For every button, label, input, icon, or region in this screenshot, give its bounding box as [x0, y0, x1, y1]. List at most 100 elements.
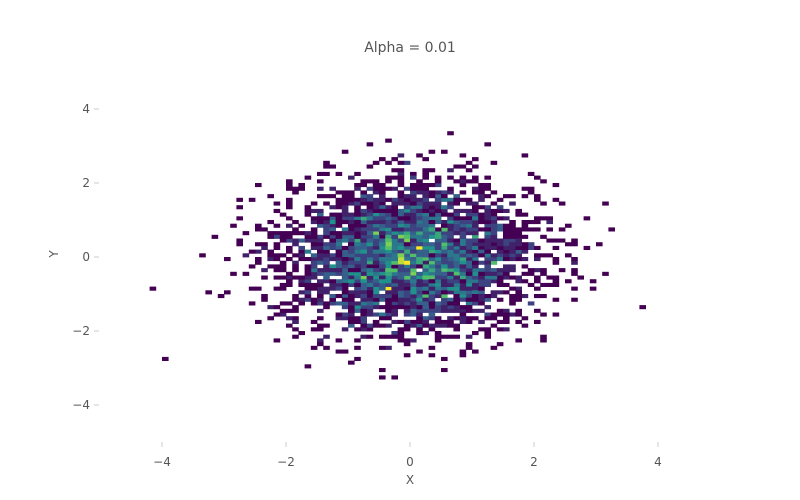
histogram-bin [385, 160, 392, 165]
histogram-cells [149, 131, 646, 380]
histogram-bin [286, 271, 293, 276]
histogram-bin [267, 194, 274, 199]
histogram-bin [335, 257, 343, 262]
histogram-bin [329, 271, 336, 276]
histogram-bin [286, 279, 293, 284]
histogram-bin [397, 294, 405, 299]
histogram-bin [534, 194, 541, 199]
histogram-bin [379, 316, 386, 321]
histogram-bin [273, 234, 281, 239]
histogram-bin [434, 257, 442, 262]
histogram-bin [385, 216, 392, 221]
histogram-bin [366, 305, 374, 310]
histogram-bin [428, 227, 436, 232]
histogram-bin [403, 242, 411, 247]
histogram-bin [323, 323, 330, 328]
histogram-bin [490, 323, 498, 328]
histogram-bin [527, 271, 535, 276]
histogram-bin [484, 216, 491, 221]
histogram-bin [453, 264, 460, 269]
histogram-bin [391, 201, 398, 206]
histogram-bin [354, 171, 361, 176]
histogram-bin [496, 279, 504, 284]
histogram-bin [403, 220, 411, 225]
histogram-bin [552, 260, 560, 265]
histogram-bin [292, 334, 299, 339]
histogram-bin [428, 345, 436, 350]
histogram-bin [360, 279, 367, 284]
histogram-bin [416, 327, 423, 332]
histogram-bin [261, 275, 268, 280]
histogram-bin [360, 268, 367, 273]
histogram-bin [472, 301, 479, 306]
histogram-bin [292, 186, 299, 191]
histogram-bin [472, 282, 479, 287]
histogram-bin [459, 319, 467, 324]
histogram-bin [348, 294, 355, 299]
histogram-bin [360, 227, 367, 232]
histogram-bin [422, 216, 429, 221]
histogram-bin [410, 220, 417, 225]
histogram-bin [453, 323, 460, 328]
histogram-bin [478, 297, 485, 302]
histogram-bin [372, 190, 380, 195]
histogram-bin [360, 316, 367, 321]
histogram-bin [453, 231, 460, 236]
histogram-bin [472, 223, 479, 228]
histogram-bin [459, 242, 467, 247]
histogram-bin [509, 297, 516, 302]
histogram-bin [447, 319, 454, 324]
histogram-bin [472, 201, 479, 206]
histogram-bin [360, 294, 367, 299]
histogram-bin [453, 268, 460, 273]
histogram-bin [503, 282, 510, 287]
histogram-bin [521, 271, 529, 276]
histogram-bin [422, 175, 429, 180]
histogram-bin [372, 227, 380, 232]
histogram-bin [329, 242, 336, 247]
histogram-bin [341, 216, 349, 221]
histogram-bin [379, 157, 386, 162]
histogram-bin [341, 212, 349, 217]
histogram-bin [416, 238, 423, 243]
histogram-bin [453, 327, 460, 332]
histogram-bin [298, 301, 305, 306]
histogram-bin [317, 308, 324, 313]
histogram-bin [360, 216, 367, 221]
histogram-bin [558, 227, 566, 232]
histogram-bin [372, 205, 380, 210]
histogram-bin [484, 331, 491, 336]
histogram-bin [465, 168, 473, 173]
histogram-bin [453, 242, 460, 247]
histogram-bin [416, 349, 423, 354]
histogram-bin [379, 242, 386, 247]
histogram-bin [391, 271, 398, 276]
histogram-bin [372, 231, 380, 236]
histogram-bin [279, 253, 287, 258]
histogram-bin [397, 183, 405, 188]
histogram-bin [515, 208, 522, 213]
histogram-bin [385, 275, 392, 280]
histogram-bin [490, 271, 498, 276]
histogram-bin [360, 194, 367, 199]
histogram-bin [279, 312, 287, 317]
histogram-bin [534, 216, 541, 221]
histogram-bin [391, 205, 398, 210]
histogram-bin [360, 242, 367, 247]
histogram-bin [428, 275, 436, 280]
histogram-bin [472, 179, 479, 184]
histogram-bin [379, 312, 386, 317]
histogram-bin [410, 268, 417, 273]
histogram-bin [459, 353, 467, 358]
histogram-bin [478, 183, 485, 188]
histogram-bin [279, 238, 287, 243]
histogram-bin [385, 294, 392, 299]
histogram-bin [366, 257, 374, 262]
histogram-bin [459, 275, 467, 280]
histogram-bin [385, 227, 392, 232]
histogram-bin [329, 268, 336, 273]
histogram-bin [354, 301, 361, 306]
histogram-bin [323, 242, 330, 247]
y-tick-label: −4 [72, 398, 90, 412]
histogram-bin [255, 319, 262, 324]
